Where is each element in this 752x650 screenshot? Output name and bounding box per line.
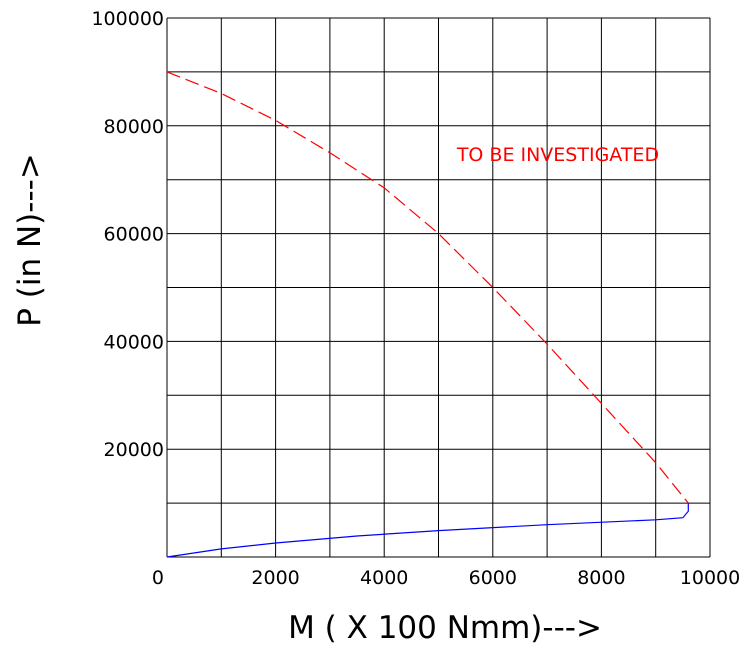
y-tick-label: 40000 (104, 331, 164, 353)
y-tick-label: 60000 (104, 224, 164, 246)
grid (166, 17, 711, 558)
x-axis-label: M ( X 100 Nmm)---> (288, 610, 602, 646)
annotation-to-be-investigated: TO BE INVESTIGATED (456, 144, 659, 166)
series-group (166, 71, 689, 558)
y-tick-label: 20000 (104, 439, 164, 461)
series-line-dashed (166, 71, 689, 504)
x-tick-label: 2000 (251, 567, 299, 589)
x-tick-label: 8000 (577, 567, 625, 589)
y-tick-label: 100000 (91, 8, 164, 30)
annotations: TO BE INVESTIGATED (456, 144, 659, 166)
x-tick-label: 0 (152, 567, 164, 589)
x-tick-label: 6000 (469, 567, 517, 589)
y-tick-labels: 20000 40000 60000 80000 100000 (91, 8, 164, 461)
y-axis-label: P (in N)---> (12, 153, 48, 327)
x-tick-label: 10000 (680, 567, 740, 589)
y-tick-label: 80000 (104, 116, 164, 138)
series-line-solid (166, 503, 689, 558)
x-tick-labels: 0 2000 4000 6000 8000 10000 (152, 567, 740, 589)
x-tick-label: 4000 (360, 567, 408, 589)
